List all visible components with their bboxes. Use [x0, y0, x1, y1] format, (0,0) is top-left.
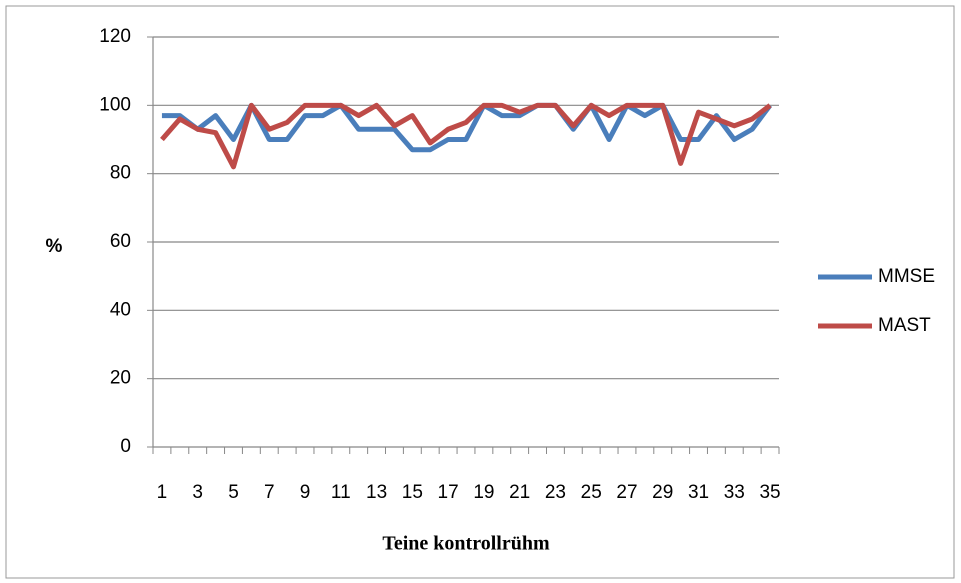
legend-label: MMSE — [878, 266, 935, 287]
y-tick-label: 60 — [110, 231, 131, 252]
legend-label: MAST — [878, 315, 931, 336]
x-tick-label: 9 — [300, 482, 311, 503]
line-series — [160, 102, 772, 170]
x-tick-label: 17 — [438, 482, 459, 503]
y-tick-label: 80 — [110, 163, 131, 184]
x-axis-label: Teine kontrollrühm — [382, 533, 550, 555]
x-tick-label: 21 — [509, 482, 530, 503]
x-tick-label: 27 — [616, 482, 637, 503]
x-tick-label: 23 — [545, 482, 566, 503]
x-tick-label: 1 — [157, 482, 168, 503]
y-tick-label: 0 — [120, 436, 131, 457]
y-tick-label: 120 — [99, 26, 131, 47]
y-tick-label: 40 — [110, 299, 131, 320]
x-tick-label: 13 — [366, 482, 387, 503]
x-tick-label: 25 — [581, 482, 602, 503]
y-tick-label: 20 — [110, 368, 131, 389]
x-tick-label: 33 — [724, 482, 745, 503]
x-tick-label: 19 — [473, 482, 494, 503]
x-tick-label: 15 — [402, 482, 423, 503]
x-tick-label: 7 — [264, 482, 275, 503]
y-axis-label: % — [46, 236, 63, 257]
chart-frame — [5, 5, 955, 579]
x-tick-label: 29 — [652, 482, 673, 503]
x-tick-label: 31 — [688, 482, 709, 503]
x-tick-label: 5 — [228, 482, 239, 503]
x-tick-label: 11 — [331, 482, 351, 503]
y-tick-label: 100 — [99, 94, 131, 115]
x-tick-label: 35 — [759, 482, 780, 503]
x-tick-label: 3 — [192, 482, 203, 503]
